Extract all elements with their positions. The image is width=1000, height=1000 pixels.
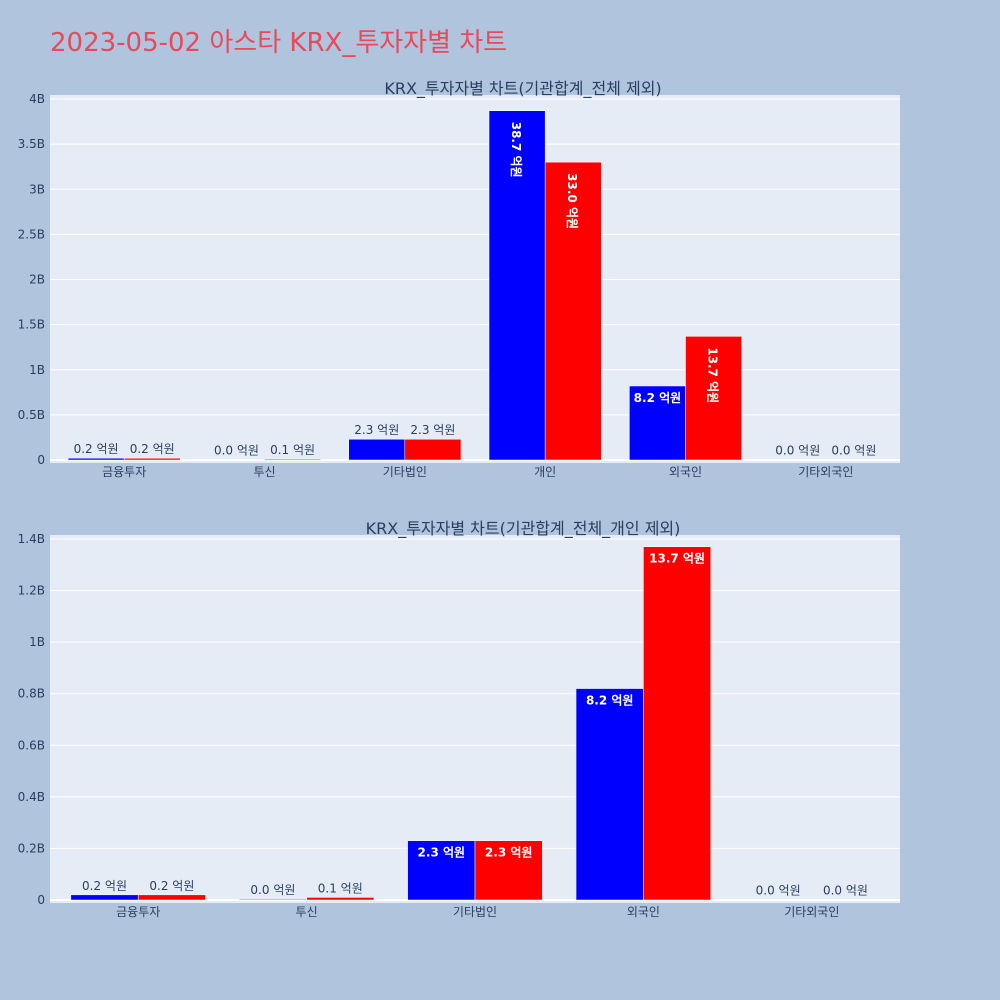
x-tick-label: 외국인 — [627, 905, 660, 919]
chart-institution-excluded: KRX_투자자별 차트(기관합계_전체 제외) 0 0.5B 1B 1.5B 2B 2.5B… — [18, 79, 900, 479]
bar-value-label: 8.2 억원 — [634, 391, 682, 405]
chart-individual-excluded: KRX_투자자별 차트(기관합계_전체_개인 제외) 0 0.2B 0.4B 0.6B 0… — [18, 519, 900, 919]
bar-value-label: 13.7 억원 — [706, 347, 720, 403]
y-tick-label: 1B — [29, 635, 45, 649]
y-tick-label: 2.5B — [18, 227, 45, 241]
y-tick-label: 0.5B — [18, 408, 45, 422]
y-tick-label: 3B — [29, 182, 45, 196]
y-tick-label: 0 — [37, 893, 45, 907]
y-tick-label: 4B — [29, 92, 45, 106]
bar — [488, 110, 546, 461]
bar-value-label: 2.3 억원 — [410, 423, 455, 437]
bar — [404, 438, 462, 461]
bar — [123, 457, 181, 461]
bar — [575, 688, 644, 901]
bar — [70, 894, 139, 901]
y-tick-label: 1.5B — [18, 318, 45, 332]
bar-value-label: 0.0 억원 — [756, 884, 801, 898]
bar-value-label: 0.1 억원 — [318, 881, 363, 895]
bar-value-label: 2.3 억원 — [418, 846, 466, 860]
bar-value-label: 0.0 억원 — [250, 883, 295, 897]
x-tick-label: 투신 — [253, 465, 275, 479]
bar-value-label: 0.1 억원 — [270, 443, 315, 457]
bar-value-label: 13.7 억원 — [649, 552, 705, 566]
y-tick-label: 3.5B — [18, 137, 45, 151]
bar — [685, 336, 742, 461]
bar-value-label: 0.0 억원 — [775, 444, 820, 458]
bar-value-label: 2.3 억원 — [485, 846, 533, 860]
x-tick-label: 기타법인 — [383, 465, 427, 479]
y-tick-label: 1.4B — [18, 532, 45, 546]
bar-value-label: 0.2 억원 — [74, 442, 119, 456]
x-tick-label: 투신 — [296, 905, 318, 919]
bar — [208, 459, 265, 461]
bar — [643, 546, 712, 901]
y-tick-label: 1B — [29, 363, 45, 377]
bar-value-label: 0.2 억원 — [149, 879, 194, 893]
bar-value-label: 0.2 억원 — [130, 442, 175, 456]
bar — [407, 840, 476, 901]
x-tick-label: 기타외국인 — [798, 465, 853, 479]
bar — [744, 899, 813, 901]
bar — [306, 897, 375, 901]
bar-value-label: 38.7 억원 — [509, 122, 523, 178]
bar-value-label: 0.0 억원 — [214, 444, 259, 458]
bar — [825, 459, 883, 461]
y-tick-label: 0.2B — [18, 841, 45, 855]
bar — [629, 385, 686, 461]
bar-value-label: 33.0 억원 — [565, 173, 579, 229]
x-tick-label: 외국인 — [669, 465, 702, 479]
bar — [137, 894, 206, 901]
x-tick-label: 금융투자 — [116, 905, 160, 919]
bar-value-label: 2.3 억원 — [354, 423, 399, 437]
bar — [67, 457, 125, 461]
x-tick-label: 기타법인 — [453, 905, 497, 919]
y-tick-label: 0.4B — [18, 790, 45, 804]
bar — [544, 161, 602, 461]
bar-value-label: 0.0 억원 — [823, 884, 868, 898]
bar-value-label: 0.2 억원 — [82, 879, 127, 893]
bar — [348, 438, 406, 461]
bar — [238, 898, 307, 901]
bar-value-label: 8.2 억원 — [586, 694, 634, 708]
bar — [474, 840, 543, 901]
chart-title: KRX_투자자별 차트(기관합계_전체 제외) — [384, 79, 661, 99]
y-tick-label: 0.6B — [18, 738, 45, 752]
bar — [811, 899, 880, 901]
x-tick-label: 금융투자 — [102, 465, 146, 479]
x-tick-label: 기타외국인 — [784, 905, 839, 919]
bar-value-label: 0.0 억원 — [831, 444, 876, 458]
x-tick-label: 개인 — [534, 465, 556, 479]
chart-title: KRX_투자자별 차트(기관합계_전체_개인 제외) — [366, 519, 681, 539]
y-tick-label: 1.2B — [18, 584, 45, 598]
bar — [264, 458, 321, 461]
y-tick-label: 2B — [29, 273, 45, 287]
y-tick-label: 0.8B — [18, 687, 45, 701]
bar — [769, 459, 827, 461]
y-tick-label: 0 — [37, 453, 45, 467]
page-title: 2023-05-02 아스타 KRX_투자자별 차트 — [50, 28, 508, 58]
